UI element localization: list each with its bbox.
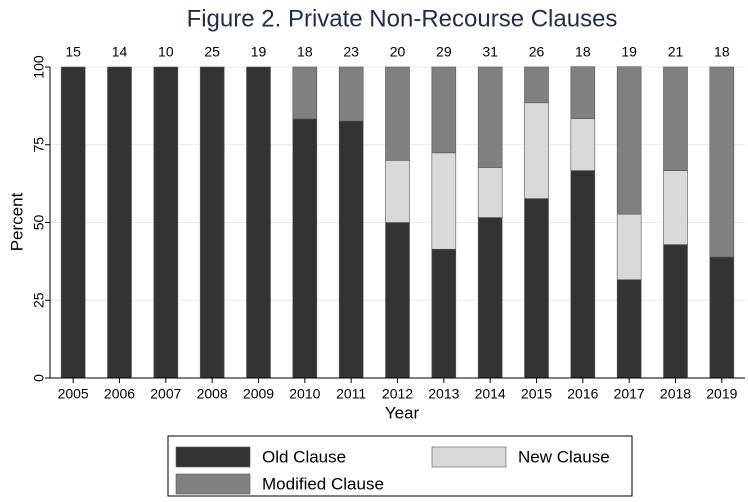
x-tick-label: 2006 (104, 386, 135, 402)
total-label: 25 (204, 44, 220, 60)
bar-segment (616, 66, 642, 215)
total-label: 31 (482, 44, 498, 60)
legend-label: New Clause (518, 447, 610, 466)
bar-segment (199, 66, 225, 379)
total-label: 18 (575, 44, 591, 60)
bar-segment (663, 244, 688, 379)
x-tick-label: 2018 (660, 386, 691, 402)
legend-swatch (175, 446, 251, 468)
x-tick-label: 2011 (336, 386, 366, 402)
x-tick-label: 2015 (521, 386, 552, 402)
total-label: 18 (297, 44, 313, 60)
bar-segment (570, 66, 596, 119)
x-tick-label: 2019 (706, 386, 737, 402)
bar-segment (292, 66, 318, 120)
bar-segment (338, 120, 364, 379)
x-axis-label: Year (385, 403, 420, 422)
x-tick-label: 2007 (150, 386, 181, 402)
x-tick-label: 2012 (382, 386, 413, 402)
bar-segment (477, 167, 503, 218)
y-tick-label: 50 (31, 215, 47, 231)
total-label: 21 (668, 44, 684, 60)
bar-segment (431, 152, 457, 250)
total-label: 20 (390, 44, 406, 60)
bar-segment (524, 66, 549, 104)
legend-swatch (175, 473, 251, 495)
y-tick-label: 0 (31, 374, 47, 382)
bar-segment (385, 160, 410, 223)
legend-swatch (431, 446, 507, 468)
bar-segment (107, 66, 132, 379)
bar-segment (477, 217, 503, 379)
y-tick-label: 25 (31, 292, 47, 308)
bar-segment (477, 66, 503, 168)
x-tick-label: 2009 (243, 386, 274, 402)
bar-segment (616, 213, 642, 281)
x-tick-label: 2008 (197, 386, 228, 402)
y-axis-label: Percent (7, 192, 26, 251)
x-tick-label: 2016 (567, 386, 598, 402)
bar-segment (431, 66, 457, 154)
x-tick-label: 2013 (428, 386, 459, 402)
bar-segment (570, 170, 596, 379)
y-tick-label: 100 (31, 55, 47, 79)
total-label: 18 (714, 44, 730, 60)
x-tick-label: 2017 (614, 386, 645, 402)
bar-segment (524, 102, 549, 199)
total-label: 19 (251, 44, 267, 60)
x-tick-label: 2005 (58, 386, 89, 402)
bar-segment (709, 66, 735, 258)
total-label: 29 (436, 44, 452, 60)
bar-segment (385, 66, 410, 161)
bar-segment (60, 66, 86, 379)
total-label: 19 (621, 44, 637, 60)
legend-label: Modified Clause (262, 474, 384, 493)
bar-segment (431, 248, 457, 379)
x-tick-label: 2010 (289, 386, 320, 402)
x-tick-label: 2014 (475, 386, 506, 402)
bar-segment (616, 279, 642, 379)
y-tick-label: 75 (31, 137, 47, 153)
bar-segment (524, 198, 549, 379)
bar-segment (246, 66, 271, 379)
bar-segment (292, 118, 318, 379)
bar-segment (153, 66, 179, 379)
total-label: 10 (158, 44, 174, 60)
total-label: 14 (112, 44, 128, 60)
total-label: 15 (65, 44, 81, 60)
chart-title: Figure 2. Private Non-Recourse Clauses (187, 5, 618, 32)
total-label: 26 (529, 44, 545, 60)
bar-segment (385, 222, 410, 379)
bar-segment (663, 170, 688, 245)
bar-segment (663, 66, 688, 171)
legend-label: Old Clause (262, 447, 346, 466)
bar-segment (570, 118, 596, 171)
bar-segment (338, 66, 364, 122)
bar-segment (709, 256, 735, 379)
total-label: 23 (343, 44, 359, 60)
